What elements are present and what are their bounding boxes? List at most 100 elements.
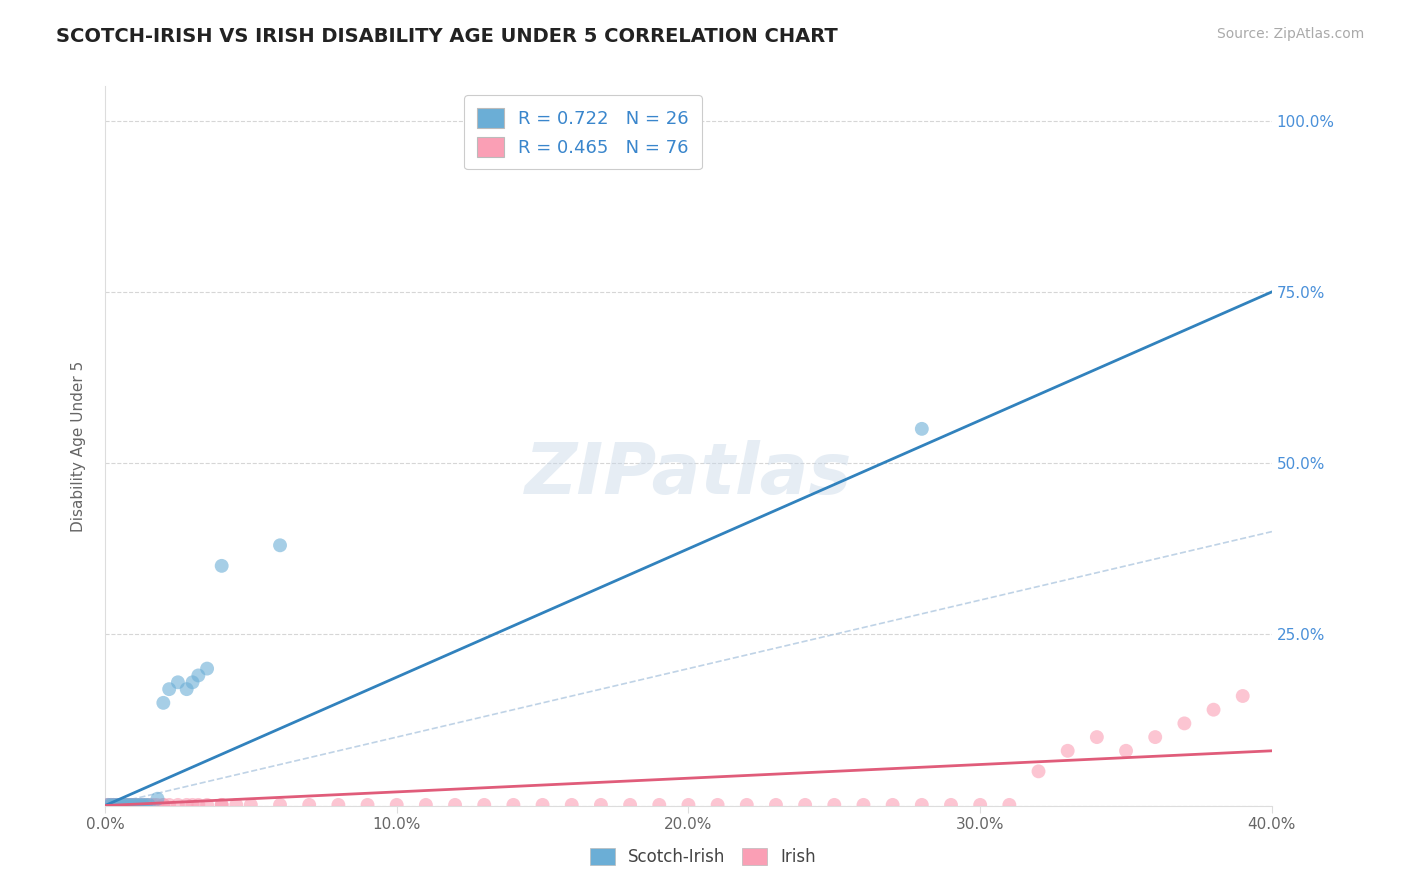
- Point: [239, 797, 262, 812]
- Point: [531, 797, 554, 812]
- Point: [100, 797, 122, 812]
- Point: [472, 797, 495, 812]
- Point: [211, 558, 233, 573]
- Point: [111, 797, 134, 812]
- Point: [108, 797, 131, 812]
- Point: [328, 797, 350, 812]
- Point: [911, 422, 934, 436]
- Point: [415, 797, 437, 812]
- Y-axis label: Disability Age Under 5: Disability Age Under 5: [72, 360, 86, 532]
- Point: [120, 797, 142, 812]
- Text: Source: ZipAtlas.com: Source: ZipAtlas.com: [1216, 27, 1364, 41]
- Point: [176, 682, 198, 697]
- Point: [298, 797, 321, 812]
- Point: [97, 797, 120, 812]
- Point: [648, 797, 671, 812]
- Point: [103, 797, 125, 812]
- Point: [129, 797, 152, 812]
- Text: SCOTCH-IRISH VS IRISH DISABILITY AGE UNDER 5 CORRELATION CHART: SCOTCH-IRISH VS IRISH DISABILITY AGE UND…: [56, 27, 838, 45]
- Point: [143, 797, 166, 812]
- Point: [111, 797, 134, 812]
- Point: [157, 682, 180, 697]
- Point: [105, 797, 128, 812]
- Point: [735, 797, 758, 812]
- Point: [135, 797, 157, 812]
- Point: [108, 797, 131, 812]
- Point: [146, 791, 169, 805]
- Point: [269, 538, 291, 552]
- Point: [114, 797, 136, 812]
- Point: [152, 797, 174, 812]
- Point: [211, 797, 233, 812]
- Point: [132, 797, 155, 812]
- Point: [122, 797, 145, 812]
- Point: [1115, 744, 1137, 758]
- Legend: Scotch-Irish, Irish: Scotch-Irish, Irish: [582, 840, 824, 875]
- Point: [114, 797, 136, 812]
- Point: [125, 797, 148, 812]
- Point: [138, 797, 160, 812]
- Point: [103, 797, 125, 812]
- Point: [882, 797, 904, 812]
- Point: [146, 797, 169, 812]
- Point: [181, 675, 204, 690]
- Point: [195, 662, 218, 676]
- Point: [619, 797, 641, 812]
- Point: [911, 797, 934, 812]
- Point: [105, 797, 128, 812]
- Point: [356, 797, 378, 812]
- Point: [125, 797, 148, 812]
- Point: [122, 797, 145, 812]
- Point: [794, 797, 817, 812]
- Point: [108, 797, 131, 812]
- Point: [152, 696, 174, 710]
- Point: [117, 797, 139, 812]
- Point: [1144, 730, 1167, 744]
- Point: [1056, 744, 1078, 758]
- Point: [117, 797, 139, 812]
- Point: [120, 797, 142, 812]
- Point: [678, 797, 700, 812]
- Legend: R = 0.722   N = 26, R = 0.465   N = 76: R = 0.722 N = 26, R = 0.465 N = 76: [464, 95, 702, 169]
- Point: [939, 797, 962, 812]
- Point: [105, 797, 128, 812]
- Point: [97, 797, 120, 812]
- Point: [103, 797, 125, 812]
- Point: [111, 797, 134, 812]
- Point: [1028, 764, 1050, 779]
- Point: [100, 797, 122, 812]
- Point: [135, 797, 157, 812]
- Point: [132, 797, 155, 812]
- Point: [129, 797, 152, 812]
- Text: ZIPatlas: ZIPatlas: [524, 441, 852, 509]
- Point: [211, 797, 233, 812]
- Point: [181, 797, 204, 812]
- Point: [225, 797, 247, 812]
- Point: [167, 675, 190, 690]
- Point: [117, 797, 139, 812]
- Point: [444, 797, 467, 812]
- Point: [114, 797, 136, 812]
- Point: [823, 797, 845, 812]
- Point: [152, 797, 174, 812]
- Point: [998, 797, 1021, 812]
- Point: [157, 797, 180, 812]
- Point: [561, 797, 583, 812]
- Point: [1173, 716, 1195, 731]
- Point: [385, 797, 408, 812]
- Point: [765, 797, 787, 812]
- Point: [97, 797, 120, 812]
- Point: [138, 797, 160, 812]
- Point: [141, 797, 163, 812]
- Point: [589, 797, 612, 812]
- Point: [706, 797, 728, 812]
- Point: [969, 797, 991, 812]
- Point: [502, 797, 524, 812]
- Point: [187, 668, 209, 682]
- Point: [103, 797, 125, 812]
- Point: [122, 797, 145, 812]
- Point: [1202, 703, 1225, 717]
- Point: [100, 797, 122, 812]
- Point: [269, 797, 291, 812]
- Point: [122, 797, 145, 812]
